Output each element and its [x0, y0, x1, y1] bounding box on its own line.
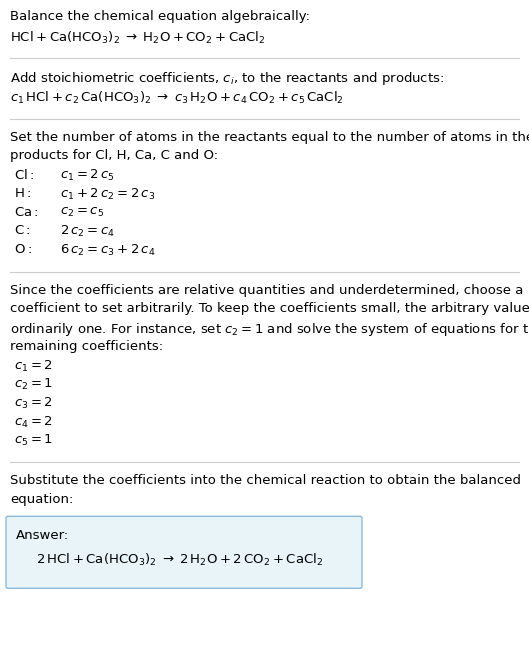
- Text: equation:: equation:: [10, 493, 74, 506]
- Text: Add stoichiometric coefficients, $c_i$, to the reactants and products:: Add stoichiometric coefficients, $c_i$, …: [10, 70, 444, 87]
- Text: $\mathrm{O:}$: $\mathrm{O:}$: [14, 243, 32, 256]
- Text: $c_3 = 2$: $c_3 = 2$: [14, 396, 53, 411]
- Text: ordinarily one. For instance, set $c_2 = 1$ and solve the system of equations fo: ordinarily one. For instance, set $c_2 =…: [10, 321, 529, 338]
- Text: coefficient to set arbitrarily. To keep the coefficients small, the arbitrary va: coefficient to set arbitrarily. To keep …: [10, 302, 529, 315]
- Text: $\mathrm{HCl + Ca(HCO_3)_2 \;\rightarrow\; H_2O + CO_2 + CaCl_2}$: $\mathrm{HCl + Ca(HCO_3)_2 \;\rightarrow…: [10, 29, 266, 45]
- FancyBboxPatch shape: [6, 516, 362, 588]
- Text: $6\,c_2 = c_3 + 2\,c_4$: $6\,c_2 = c_3 + 2\,c_4$: [60, 243, 156, 258]
- Text: $c_1 = 2$: $c_1 = 2$: [14, 358, 53, 374]
- Text: $\mathrm{Cl:}$: $\mathrm{Cl:}$: [14, 168, 34, 182]
- Text: $\mathrm{C:}$: $\mathrm{C:}$: [14, 224, 31, 237]
- Text: Answer:: Answer:: [16, 530, 69, 542]
- Text: Substitute the coefficients into the chemical reaction to obtain the balanced: Substitute the coefficients into the che…: [10, 474, 521, 487]
- Text: $c_2 = c_5$: $c_2 = c_5$: [60, 205, 104, 219]
- Text: $c_2 = 1$: $c_2 = 1$: [14, 378, 53, 392]
- Text: $c_4 = 2$: $c_4 = 2$: [14, 415, 53, 430]
- Text: products for Cl, H, Ca, C and O:: products for Cl, H, Ca, C and O:: [10, 149, 218, 162]
- Text: $c_1 = 2\,c_5$: $c_1 = 2\,c_5$: [60, 168, 115, 183]
- Text: $c_1 + 2\,c_2 = 2\,c_3$: $c_1 + 2\,c_2 = 2\,c_3$: [60, 187, 155, 202]
- Text: Since the coefficients are relative quantities and underdetermined, choose a: Since the coefficients are relative quan…: [10, 283, 523, 297]
- Text: $c_5 = 1$: $c_5 = 1$: [14, 434, 53, 448]
- Text: $\mathrm{Ca:}$: $\mathrm{Ca:}$: [14, 205, 39, 219]
- Text: $c_1\,\mathrm{HCl} + c_2\,\mathrm{Ca(HCO_3)_2} \;\rightarrow\; c_3\,\mathrm{H_2O: $c_1\,\mathrm{HCl} + c_2\,\mathrm{Ca(HCO…: [10, 90, 344, 106]
- Text: Balance the chemical equation algebraically:: Balance the chemical equation algebraica…: [10, 10, 310, 23]
- Text: $2\,c_2 = c_4$: $2\,c_2 = c_4$: [60, 224, 115, 239]
- Text: Set the number of atoms in the reactants equal to the number of atoms in the: Set the number of atoms in the reactants…: [10, 131, 529, 143]
- Text: $\mathrm{H:}$: $\mathrm{H:}$: [14, 187, 31, 200]
- Text: $\mathrm{2\,HCl + Ca(HCO_3)_2 \;\rightarrow\; 2\,H_2O + 2\,CO_2 + CaCl_2}$: $\mathrm{2\,HCl + Ca(HCO_3)_2 \;\rightar…: [36, 552, 323, 568]
- Text: remaining coefficients:: remaining coefficients:: [10, 340, 163, 353]
